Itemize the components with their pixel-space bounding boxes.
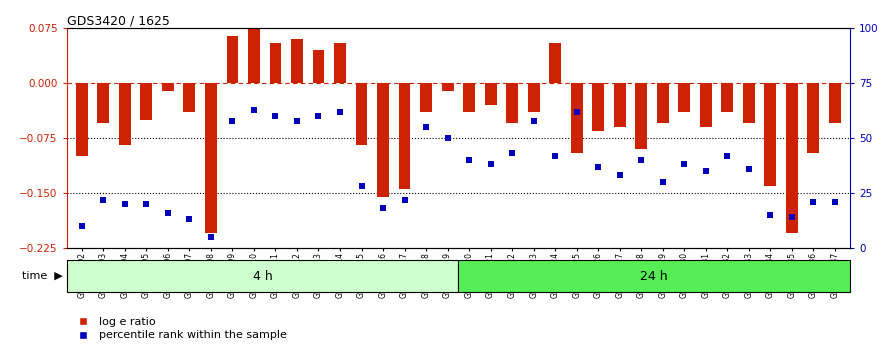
Point <box>139 201 153 207</box>
Point <box>634 157 648 163</box>
Bar <box>141 83 152 120</box>
Point <box>764 212 778 218</box>
Point <box>376 205 390 211</box>
Bar <box>399 83 410 189</box>
Bar <box>270 43 281 83</box>
Bar <box>549 43 561 83</box>
Bar <box>334 43 346 83</box>
Bar <box>312 50 325 83</box>
Point <box>117 201 132 207</box>
Point <box>548 153 562 159</box>
Bar <box>657 83 668 124</box>
Bar <box>829 83 841 124</box>
Bar <box>743 83 755 124</box>
Point <box>591 164 605 170</box>
Bar <box>722 83 733 113</box>
Text: 24 h: 24 h <box>640 270 668 282</box>
Point <box>398 197 412 202</box>
Point <box>505 150 519 156</box>
Bar <box>614 83 626 127</box>
Bar <box>162 83 174 91</box>
Bar <box>463 83 475 113</box>
Bar <box>248 21 260 83</box>
Point <box>312 113 326 119</box>
Point <box>677 161 692 167</box>
Bar <box>765 83 776 185</box>
Point <box>225 118 239 123</box>
Point <box>441 135 455 141</box>
Bar <box>227 36 239 83</box>
Point <box>806 199 821 205</box>
Bar <box>119 83 131 145</box>
Point <box>269 113 283 119</box>
Bar <box>356 83 368 145</box>
Bar <box>183 83 195 113</box>
Point <box>204 234 218 240</box>
Point <box>741 166 756 172</box>
Point <box>247 107 261 112</box>
Point <box>483 161 498 167</box>
Point <box>290 118 304 123</box>
Bar <box>807 83 820 153</box>
Bar <box>291 39 303 83</box>
Bar <box>377 83 389 196</box>
Point <box>462 157 476 163</box>
Point <box>354 183 368 189</box>
Bar <box>205 83 217 233</box>
Bar <box>528 83 539 113</box>
Text: 4 h: 4 h <box>253 270 272 282</box>
Point <box>96 197 110 202</box>
Point <box>182 216 197 222</box>
Bar <box>506 83 518 124</box>
Point <box>612 172 627 178</box>
Point <box>333 109 347 115</box>
Point <box>419 124 433 130</box>
Bar <box>635 83 647 149</box>
Bar <box>420 83 432 113</box>
Point <box>527 118 541 123</box>
Point <box>699 168 713 174</box>
Bar <box>76 83 88 156</box>
Bar <box>458 260 850 292</box>
Point <box>828 199 842 205</box>
Bar <box>570 83 583 153</box>
Text: time  ▶: time ▶ <box>22 271 63 281</box>
Bar <box>67 260 458 292</box>
Point <box>161 210 175 216</box>
Text: GDS3420 / 1625: GDS3420 / 1625 <box>67 14 170 27</box>
Bar <box>700 83 712 127</box>
Bar <box>592 83 604 131</box>
Legend: log e ratio, percentile rank within the sample: log e ratio, percentile rank within the … <box>72 317 287 341</box>
Point <box>785 214 799 220</box>
Bar <box>441 83 454 91</box>
Point <box>656 179 670 185</box>
Point <box>720 153 734 159</box>
Point <box>75 223 89 229</box>
Bar <box>485 83 497 105</box>
Bar <box>678 83 690 113</box>
Bar <box>97 83 109 124</box>
Bar <box>786 83 797 233</box>
Point <box>570 109 584 115</box>
